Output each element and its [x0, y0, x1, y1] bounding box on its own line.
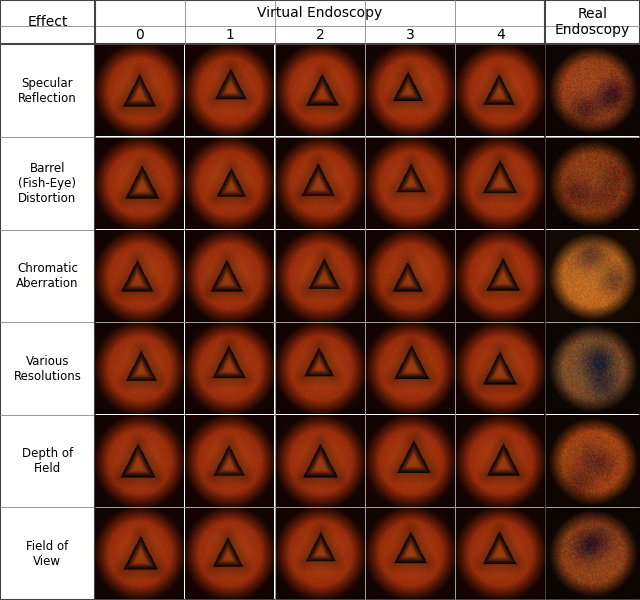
Text: Real
Endoscopy: Real Endoscopy	[555, 7, 630, 37]
Text: Various
Resolutions: Various Resolutions	[13, 355, 81, 383]
Text: Chromatic
Aberration: Chromatic Aberration	[16, 262, 79, 290]
Text: 0: 0	[135, 28, 144, 42]
Text: Virtual Endoscopy: Virtual Endoscopy	[257, 6, 383, 20]
Text: 2: 2	[316, 28, 324, 42]
Text: Field of
View: Field of View	[26, 540, 68, 568]
Text: 1: 1	[225, 28, 234, 42]
Text: 4: 4	[496, 28, 505, 42]
Text: Depth of
Field: Depth of Field	[22, 447, 73, 475]
Text: 3: 3	[406, 28, 415, 42]
Text: Specular
Reflection: Specular Reflection	[18, 77, 77, 105]
Text: Barrel
(Fish-Eye)
Distortion: Barrel (Fish-Eye) Distortion	[18, 162, 76, 205]
Text: Effect: Effect	[27, 15, 67, 29]
